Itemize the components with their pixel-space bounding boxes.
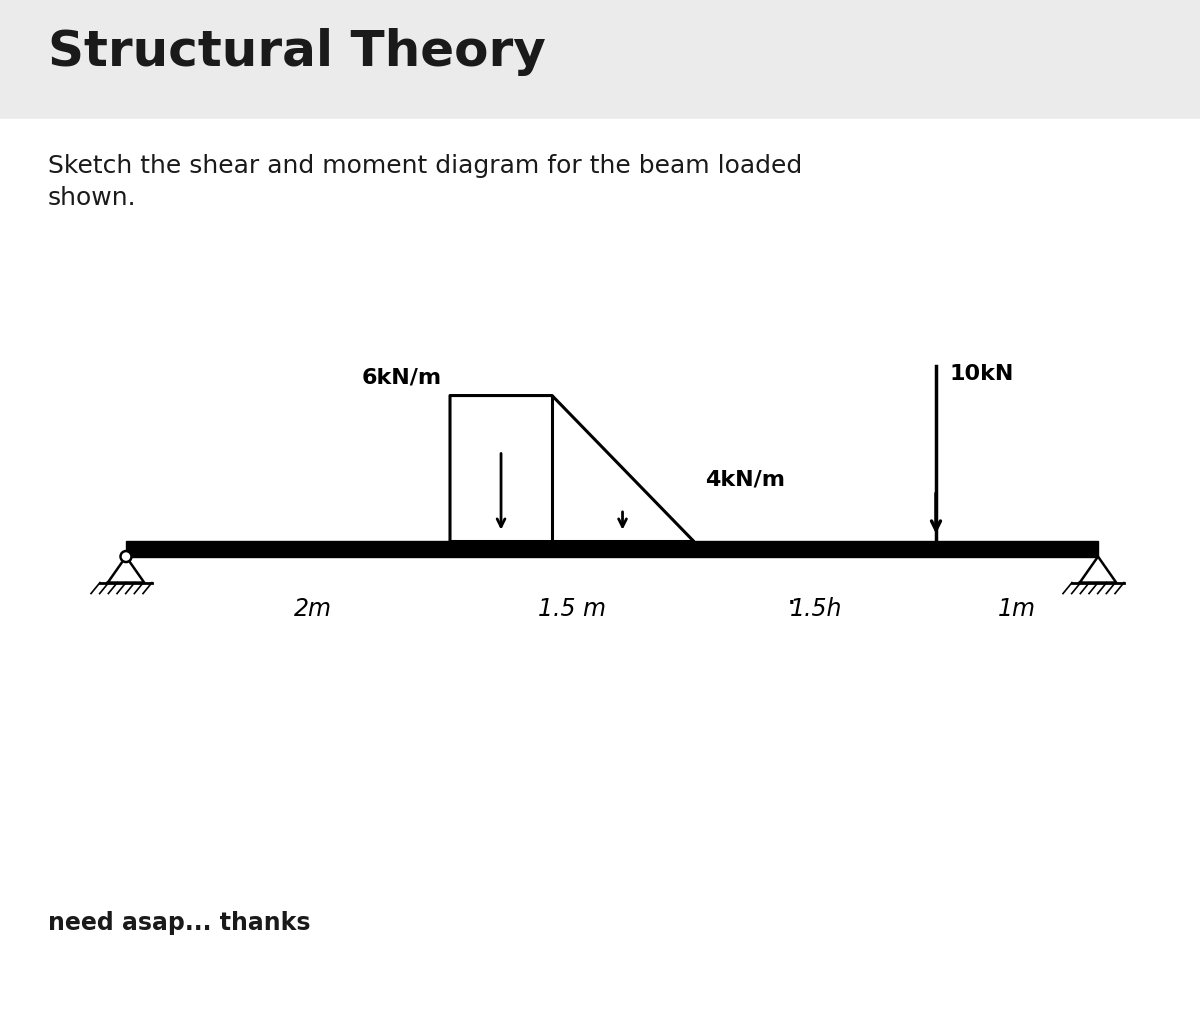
Text: 6kN/m: 6kN/m — [362, 367, 442, 387]
Bar — [22, 125, 1168, 980]
Text: 10kN: 10kN — [950, 363, 1014, 384]
Circle shape — [120, 551, 132, 562]
Text: Structural Theory: Structural Theory — [48, 28, 546, 76]
Text: 4kN/m: 4kN/m — [706, 470, 785, 490]
Bar — [126, 540, 1098, 557]
Text: 1m: 1m — [998, 596, 1036, 621]
Text: 1.5h: 1.5h — [791, 596, 842, 621]
Text: need asap... thanks: need asap... thanks — [48, 911, 311, 935]
Text: ·: · — [787, 590, 797, 619]
Text: Sketch the shear and moment diagram for the beam loaded: Sketch the shear and moment diagram for … — [48, 154, 803, 178]
Text: 2m: 2m — [294, 596, 332, 621]
Text: shown.: shown. — [48, 186, 137, 210]
Bar — [0, 119, 1200, 1035]
Polygon shape — [450, 395, 694, 540]
Text: 1.5 m: 1.5 m — [538, 596, 606, 621]
Bar — [0, 0, 1200, 119]
